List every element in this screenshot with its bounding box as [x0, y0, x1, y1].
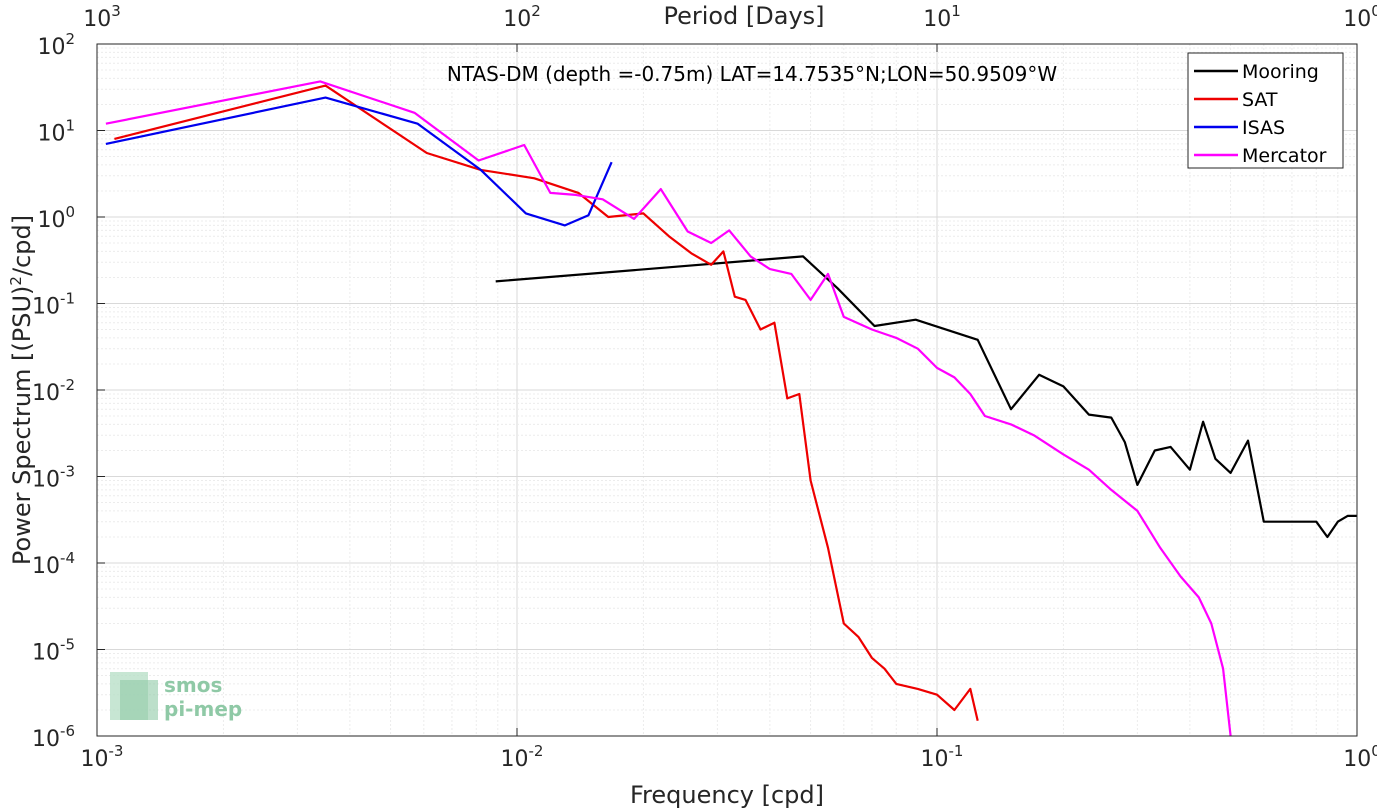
y-tick-label-base: 10: [32, 381, 60, 406]
x-tick-label-base: 10: [1343, 747, 1371, 772]
y-tick-label-base: 10: [32, 295, 60, 320]
top-tick-label: 103: [83, 2, 121, 32]
top-tick-label: 102: [503, 2, 541, 32]
y-tick-label-exponent: -2: [60, 376, 75, 394]
legend-label-mercator: Mercator: [1242, 145, 1327, 167]
top-tick-label-exponent: 2: [531, 2, 541, 20]
y-tick-label-exponent: 0: [65, 203, 75, 221]
y-tick-label-exponent: 1: [65, 117, 75, 135]
x-tick-label-base: 10: [81, 747, 109, 772]
x-tick-label: 10-3: [81, 742, 124, 772]
y-tick-label-base: 10: [32, 554, 60, 579]
top-tick-label-base: 10: [1343, 7, 1371, 32]
y-tick-label: 10-4: [32, 549, 75, 579]
logo-line-1: smos: [164, 673, 222, 697]
series-lines: [105, 80, 1357, 737]
y-tick-label-exponent: -6: [60, 722, 75, 740]
y-tick-label-base: 10: [37, 208, 65, 233]
grid: [96, 44, 1357, 737]
top-axis-label: Period [Days]: [663, 2, 824, 30]
x-tick-label: 10-1: [921, 742, 964, 772]
y-tick-label: 10-3: [32, 463, 75, 493]
y-tick-label-base: 10: [32, 641, 60, 666]
x-tick-label-exponent: 0: [1371, 742, 1377, 760]
x-tick-label-exponent: -1: [949, 742, 964, 760]
y-tick-label: 10-1: [32, 290, 75, 320]
x-tick-label-exponent: -3: [109, 742, 124, 760]
top-tick-label-base: 10: [503, 7, 531, 32]
x-tick-label: 100: [1343, 742, 1377, 772]
x-tick-label-exponent: -2: [529, 742, 544, 760]
series-sat-line: [114, 84, 979, 722]
top-tick-label-base: 10: [83, 7, 111, 32]
legend-label-mooring: Mooring: [1242, 61, 1319, 83]
y-tick-label-base: 10: [37, 35, 65, 60]
top-tick-label-exponent: 1: [951, 2, 961, 20]
x-tick-label-base: 10: [501, 747, 529, 772]
y-tick-label-base: 10: [32, 468, 60, 493]
y-tick-label: 10-5: [32, 636, 75, 666]
legend-label-isas: ISAS: [1242, 117, 1285, 139]
y-tick-label: 10-6: [32, 722, 75, 752]
top-tick-label-exponent: 3: [111, 2, 121, 20]
y-tick-label-base: 10: [32, 727, 60, 752]
logo: smos pi-mep: [110, 672, 242, 721]
y-tick-label-exponent: -4: [60, 549, 75, 567]
y-tick-label-exponent: 2: [65, 30, 75, 48]
y-tick-label-exponent: -1: [60, 290, 75, 308]
top-tick-label: 101: [923, 2, 961, 32]
y-tick-label: 102: [37, 30, 75, 60]
legend-label-sat: SAT: [1242, 89, 1278, 111]
legend: Mooring SAT ISAS Mercator: [1187, 52, 1344, 169]
top-tick-label: 100: [1343, 2, 1377, 32]
top-tick-label-exponent: 0: [1371, 2, 1377, 20]
y-tick-label-exponent: -5: [60, 636, 75, 654]
logo-emblem-shade: [120, 680, 158, 720]
y-axis-label-sup: 2: [7, 276, 25, 286]
top-tick-label-base: 10: [923, 7, 951, 32]
y-tick-label: 101: [37, 117, 75, 147]
x-tick-label: 10-2: [501, 742, 544, 772]
x-tick-label-base: 10: [921, 747, 949, 772]
series-mercator-line: [105, 80, 1232, 737]
series-mooring-line: [495, 255, 1357, 539]
x-axis-ticks: 10-3 10-2 10-1 100: [81, 728, 1377, 772]
series-isas-line: [105, 96, 613, 227]
top-axis-ticks: 103 102 101 100: [83, 2, 1377, 52]
y-tick-label-exponent: -3: [60, 463, 75, 481]
y-tick-label-base: 10: [37, 122, 65, 147]
y-tick-label: 10-2: [32, 376, 75, 406]
y-axis-label-main: Power Spectrum [(PSU): [8, 286, 36, 565]
logo-line-2: pi-mep: [164, 697, 242, 721]
y-tick-label: 100: [37, 203, 75, 233]
x-axis-label: Frequency [cpd]: [630, 781, 824, 809]
chart-title: NTAS-DM (depth =-0.75m) LAT=14.7535°N;LO…: [447, 62, 1057, 86]
y-axis-label-tail: /cpd]: [8, 215, 36, 276]
y-axis-label: Power Spectrum [(PSU)2/cpd]: [7, 215, 36, 565]
